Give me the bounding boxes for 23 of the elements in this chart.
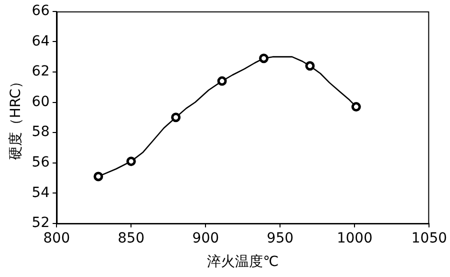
x-tick-label: 850 [118, 230, 144, 246]
point [217, 76, 227, 86]
point [126, 156, 136, 166]
x-tick-label: 900 [192, 230, 220, 246]
x-tick-label: 1000 [336, 230, 372, 246]
y-tick-label: 58 [32, 124, 50, 140]
point [94, 172, 104, 182]
point [171, 112, 181, 122]
point [305, 61, 315, 71]
y-tick-label: 66 [32, 3, 50, 20]
y-tick-label: 62 [32, 64, 50, 80]
x-tick-label: 1050 [411, 230, 448, 246]
x-axis-title: 淬火温度℃ [207, 254, 279, 270]
point [259, 54, 269, 64]
x-tick-label: 950 [266, 230, 294, 246]
point [351, 102, 361, 112]
y-tick-label: 60 [32, 94, 50, 110]
y-axis-title: 硬度（HRC） [8, 74, 24, 160]
y-tick-label: 64 [32, 33, 50, 50]
y-tick-label: 54 [32, 184, 50, 201]
y-tick-label: 52 [32, 215, 50, 232]
x-tick-label: 800 [43, 230, 70, 246]
y-tick-label: 56 [32, 154, 50, 170]
